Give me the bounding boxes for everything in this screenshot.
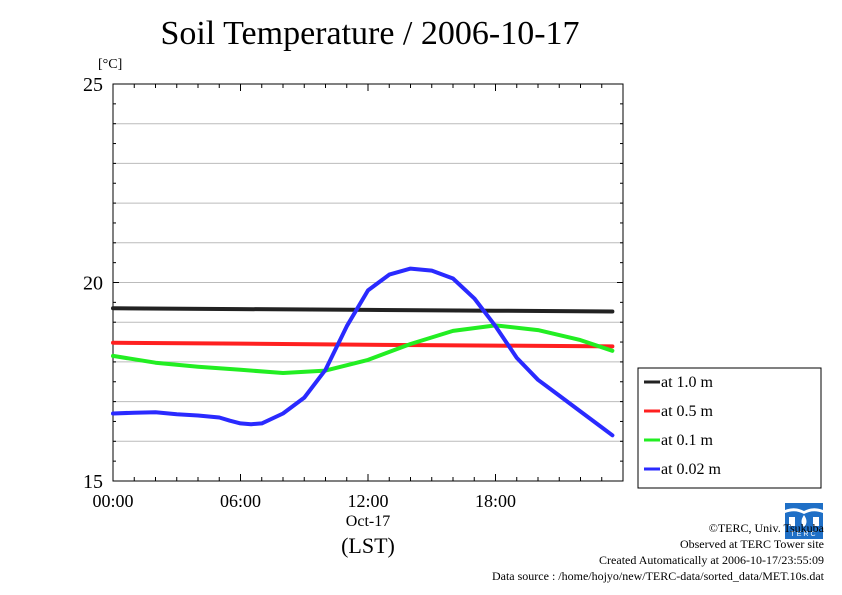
legend-label: at 0.02 m — [661, 461, 722, 478]
x-axis-label: (LST) — [341, 533, 395, 558]
y-tick-label: 25 — [83, 74, 103, 96]
chart-title: Soil Temperature / 2006-10-17 — [160, 15, 580, 52]
y-tick-label: 20 — [83, 273, 103, 295]
observed-text: Observed at TERC Tower site — [679, 537, 824, 551]
series-line — [111, 266, 615, 438]
legend-label: at 0.5 m — [661, 403, 714, 420]
copyright-text: ©TERC, Univ. Tsukuba — [708, 521, 824, 535]
series-line — [111, 340, 615, 349]
created-text: Created Automatically at 2006-10-17/23:5… — [599, 553, 824, 567]
logo-text: TERC — [790, 531, 817, 538]
credits-block: ©TERC, Univ. Tsukuba Observed at TERC To… — [492, 520, 824, 584]
legend-box — [637, 367, 822, 489]
x-tick-label: 12:00 — [347, 491, 388, 511]
y-axis-unit: [°C] — [98, 57, 122, 72]
series-line — [111, 306, 615, 314]
source-text: Data source : /home/hojyo/new/TERC-data/… — [491, 569, 824, 583]
legend-label: at 1.0 m — [661, 374, 714, 391]
x-tick-label: 18:00 — [475, 491, 516, 511]
y-tick-label: 15 — [83, 471, 103, 493]
x-tick-label: 00:00 — [92, 491, 133, 511]
x-date-label: Oct-17 — [346, 513, 390, 530]
terc-logo: TERC — [785, 503, 823, 539]
series-line — [111, 323, 615, 375]
legend-label: at 0.1 m — [661, 432, 714, 449]
x-tick-label: 06:00 — [220, 491, 261, 511]
